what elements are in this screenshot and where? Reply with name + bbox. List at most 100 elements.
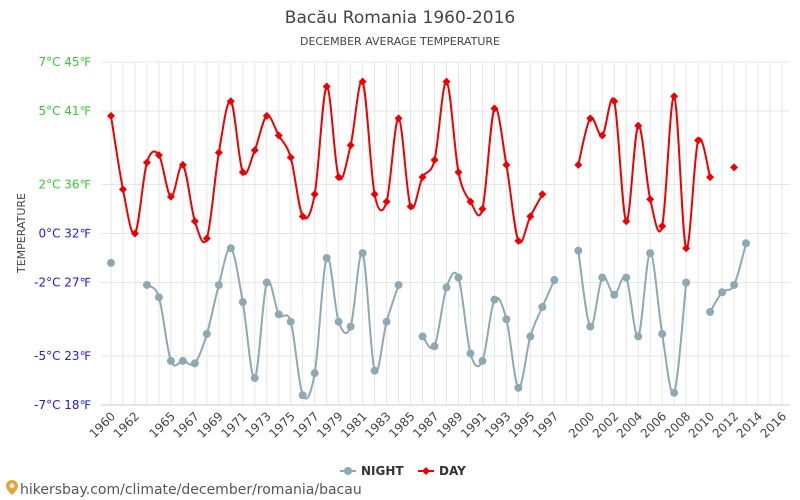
data-point xyxy=(274,131,283,140)
x-tick-label: 1965 xyxy=(147,409,178,440)
y-axis-ticks: 7°C 45℉ 5°C 41℉ 2°C 36℉ 0°C 32℉ -2°C 27℉ -5°C… xyxy=(34,55,91,412)
legend[interactable]: NIGHT DAY xyxy=(340,464,466,478)
x-tick-label: 1987 xyxy=(410,409,441,440)
y-tick-label: 2°C 36℉ xyxy=(38,178,91,192)
data-point xyxy=(514,236,523,245)
data-point xyxy=(358,249,367,258)
legend-label: NIGHT xyxy=(361,464,404,478)
data-point xyxy=(538,190,547,199)
x-tick-label: 2016 xyxy=(758,409,789,440)
data-point xyxy=(610,290,619,299)
data-point xyxy=(166,192,175,201)
x-tick-label: 2006 xyxy=(638,409,669,440)
data-point xyxy=(154,151,163,160)
data-point xyxy=(466,197,475,206)
data-point xyxy=(730,163,739,172)
data-point xyxy=(490,295,499,304)
data-point xyxy=(454,168,463,177)
y-tick-label: 5°C 41℉ xyxy=(38,104,91,118)
x-tick-label: 1969 xyxy=(194,409,225,440)
data-point xyxy=(166,356,175,365)
data-point xyxy=(658,329,667,338)
data-point xyxy=(322,254,331,262)
x-tick-label: 1995 xyxy=(506,409,537,440)
data-point xyxy=(190,359,199,368)
footer[interactable]: hikersbay.com/climate/december/romania/b… xyxy=(6,480,362,499)
data-point xyxy=(466,349,475,358)
x-tick-label: 2012 xyxy=(710,409,741,440)
data-point xyxy=(478,356,487,365)
data-point xyxy=(358,77,367,86)
data-point xyxy=(334,317,343,326)
grid-lines xyxy=(101,61,790,406)
data-point xyxy=(286,317,295,326)
data-point xyxy=(730,280,739,289)
y-tick-label: -7°C 18℉ xyxy=(34,398,91,412)
data-point xyxy=(430,156,439,164)
series-day xyxy=(107,77,739,253)
x-tick-label: 1985 xyxy=(386,409,417,440)
data-point xyxy=(706,173,715,182)
x-tick-label: 1983 xyxy=(362,409,393,440)
data-point xyxy=(634,332,643,341)
y-tick-label: -2°C 27℉ xyxy=(34,276,91,290)
footer-link[interactable]: hikersbay.com/climate/december/romania/b… xyxy=(20,481,362,498)
data-point xyxy=(682,278,691,287)
data-point xyxy=(586,114,595,123)
data-point xyxy=(502,160,511,169)
data-point xyxy=(502,315,511,324)
y-tick-label: 7°C 45℉ xyxy=(38,55,91,69)
data-point xyxy=(130,229,139,238)
data-point xyxy=(646,249,655,258)
x-tick-label: 1975 xyxy=(266,409,297,440)
data-point xyxy=(298,212,307,221)
data-point xyxy=(262,111,271,120)
data-point xyxy=(346,141,355,150)
data-point xyxy=(394,114,403,123)
data-point xyxy=(430,342,439,351)
data-point xyxy=(250,146,259,155)
data-point xyxy=(107,258,115,267)
x-tick-label: 2004 xyxy=(614,409,645,440)
chart-subtitle: DECEMBER AVERAGE TEMPERATURE xyxy=(300,35,500,48)
data-point xyxy=(178,356,187,365)
data-point xyxy=(238,168,247,177)
data-point xyxy=(598,131,607,140)
x-tick-label: 2008 xyxy=(662,409,693,440)
y-tick-label: 0°C 32℉ xyxy=(38,227,91,241)
data-point xyxy=(646,195,655,204)
data-point xyxy=(262,278,271,287)
data-point xyxy=(694,136,703,145)
data-point xyxy=(670,388,679,397)
data-point xyxy=(226,97,235,106)
data-point xyxy=(310,190,319,199)
data-point xyxy=(418,332,427,341)
data-point xyxy=(574,246,583,255)
series-line xyxy=(421,271,556,389)
data-point xyxy=(478,205,487,213)
data-point xyxy=(634,121,643,130)
chart-title: Bacău Romania 1960-2016 xyxy=(284,8,516,28)
data-point xyxy=(322,82,331,91)
y-axis-label: TEMPERATURE xyxy=(15,193,28,274)
data-point xyxy=(238,298,247,307)
data-point xyxy=(442,283,451,292)
data-point xyxy=(346,322,355,331)
data-point xyxy=(274,310,283,319)
series-line xyxy=(577,95,712,250)
data-point xyxy=(610,97,619,106)
data-point xyxy=(658,222,667,231)
series-line xyxy=(709,243,748,313)
x-tick-label: 1979 xyxy=(314,409,345,440)
x-tick-label: 1962 xyxy=(111,409,142,440)
legend-item-day[interactable]: DAY xyxy=(418,464,466,478)
data-point xyxy=(202,234,211,243)
data-point xyxy=(118,185,127,194)
data-point xyxy=(226,244,235,253)
x-tick-label: 1973 xyxy=(242,409,273,440)
data-point xyxy=(526,212,535,221)
y-tick-label: -5°C 23℉ xyxy=(34,349,91,363)
legend-item-night[interactable]: NIGHT xyxy=(340,464,404,478)
data-point xyxy=(286,153,295,162)
